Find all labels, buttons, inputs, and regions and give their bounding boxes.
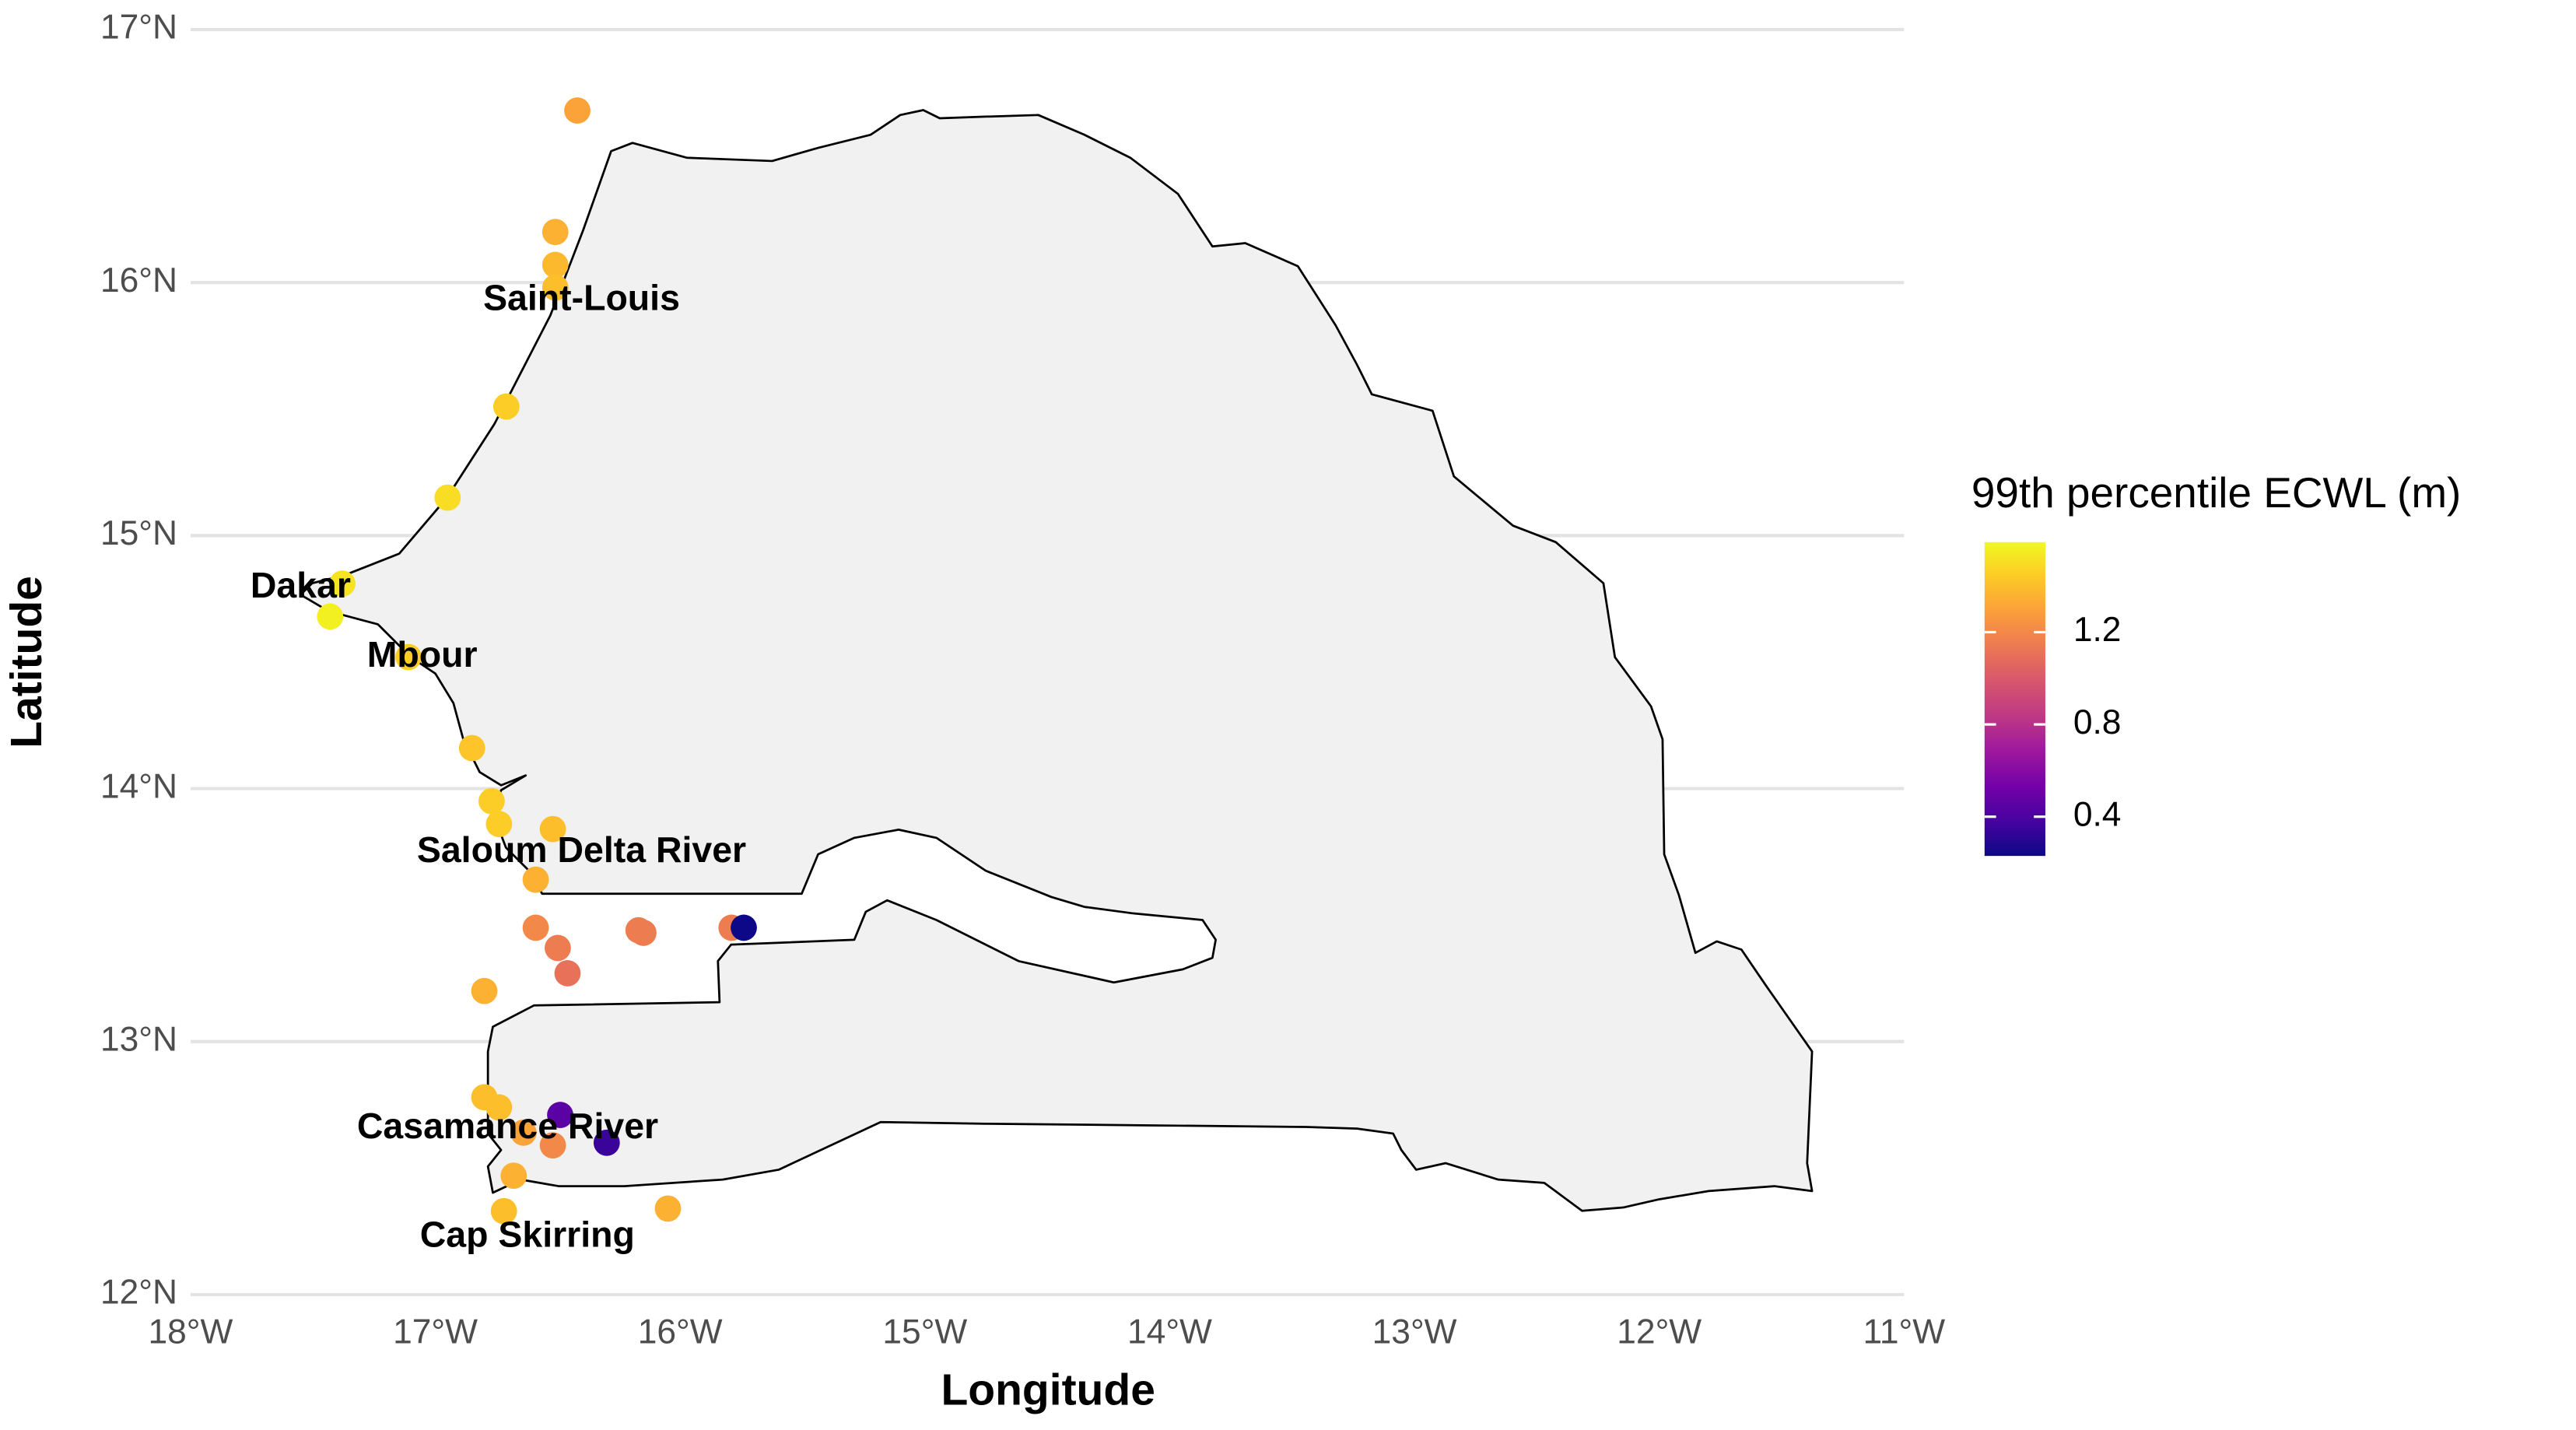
y-tick-label: 12°N — [100, 1274, 177, 1312]
y-axis-title: Latitude — [2, 576, 51, 748]
data-point — [329, 570, 356, 598]
x-axis-title: Longitude — [941, 1365, 1155, 1415]
annotation: Casamance River — [357, 1106, 658, 1146]
y-tick-label: 15°N — [100, 514, 177, 552]
annotation: Saint-Louis — [483, 278, 680, 318]
data-point — [541, 219, 569, 246]
y-tick-label: 14°N — [100, 767, 177, 805]
data-point — [492, 393, 520, 420]
x-tick-label: 15°W — [882, 1313, 967, 1351]
data-point — [485, 811, 513, 837]
data-point — [564, 97, 591, 124]
legend: 0.4 0.8 1.2 — [1984, 611, 2122, 833]
data-point — [630, 920, 657, 946]
data-point — [458, 734, 485, 762]
points — [317, 97, 757, 1225]
x-tick-label: 13°W — [1372, 1313, 1457, 1351]
x-tick-label: 16°W — [638, 1313, 723, 1351]
plot-root: 18°W 17°W 16°W 15°W 14°W 13°W 12°W 11°W 12°N 13°N… — [2, 9, 2461, 1415]
data-point — [544, 934, 571, 962]
x-tick-label: 18°W — [149, 1313, 233, 1351]
annotation: Mbour — [367, 634, 478, 675]
data-point — [500, 1162, 527, 1189]
data-point — [317, 603, 344, 630]
colorbar-tick-label: 0.8 — [2073, 703, 2122, 741]
colorbar-tick-label: 1.2 — [2073, 611, 2122, 649]
data-point — [539, 1132, 566, 1158]
x-tick-label: 12°W — [1617, 1313, 1702, 1351]
colorbar — [1984, 542, 2045, 857]
annotation: Saloum Delta River — [417, 829, 746, 870]
data-point — [395, 643, 422, 671]
annotation: Dakar — [251, 565, 351, 605]
data-point — [547, 1102, 573, 1128]
data-point — [434, 484, 461, 511]
y-tick-label: 17°N — [100, 9, 177, 47]
data-point — [541, 274, 569, 301]
data-point — [522, 914, 549, 941]
colorbar-tick-label: 0.4 — [2073, 795, 2122, 833]
annotation: Cap Skirring — [420, 1214, 635, 1254]
annotations: Saint-Louis Dakar Mbour Saloum Delta River C… — [251, 278, 746, 1255]
x-tick-label: 11°W — [1863, 1313, 1946, 1351]
data-point — [541, 251, 569, 279]
data-point — [522, 866, 549, 893]
data-point — [471, 977, 498, 1004]
x-tick-label: 14°W — [1127, 1313, 1212, 1351]
data-point — [478, 787, 505, 815]
data-point — [731, 914, 757, 941]
data-point — [490, 1197, 517, 1225]
data-point — [539, 815, 566, 843]
legend-title: 99th percentile ECWL (m) — [1971, 468, 2461, 517]
data-point — [593, 1129, 620, 1156]
y-tick-label: 13°N — [100, 1020, 177, 1058]
data-point — [485, 1094, 513, 1121]
data-point — [654, 1195, 682, 1222]
country-outline — [300, 109, 1814, 1212]
x-tick-label: 17°W — [393, 1313, 478, 1351]
data-point — [510, 1119, 537, 1146]
y-tick-label: 16°N — [100, 261, 177, 300]
data-point — [554, 960, 581, 987]
